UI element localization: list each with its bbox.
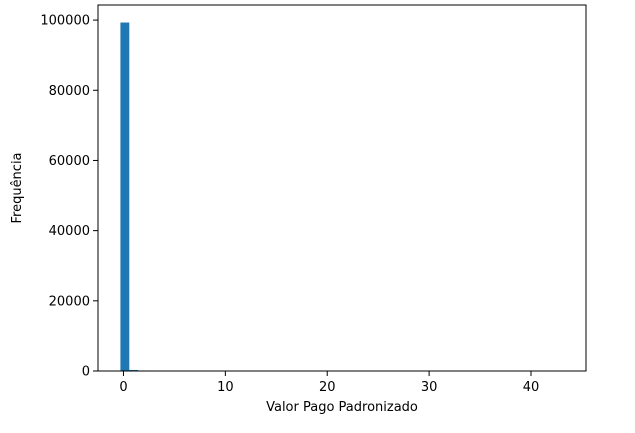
y-axis-label: Frequência bbox=[10, 152, 25, 223]
y-tick-label: 80000 bbox=[49, 84, 90, 99]
y-tick-label: 20000 bbox=[49, 294, 90, 309]
x-axis-ticks: 0 10 20 30 40 bbox=[119, 371, 539, 395]
y-tick-label: 100000 bbox=[40, 14, 90, 29]
histogram-bar-1 bbox=[129, 369, 139, 371]
y-tick-label: 60000 bbox=[49, 154, 90, 169]
x-tick-label: 40 bbox=[523, 380, 540, 395]
histogram-bar-0 bbox=[120, 22, 130, 372]
x-axis-label: Valor Pago Padronizado bbox=[266, 400, 418, 415]
x-tick-label: 10 bbox=[217, 380, 234, 395]
y-tick-label: 40000 bbox=[49, 224, 90, 239]
x-tick-label: 30 bbox=[421, 380, 438, 395]
x-tick-label: 0 bbox=[119, 380, 127, 395]
plot-frame bbox=[97, 4, 587, 372]
x-tick-label: 20 bbox=[319, 380, 336, 395]
y-axis-ticks: 0 20000 40000 60000 80000 100000 bbox=[40, 14, 98, 380]
y-tick-label: 0 bbox=[82, 365, 90, 380]
